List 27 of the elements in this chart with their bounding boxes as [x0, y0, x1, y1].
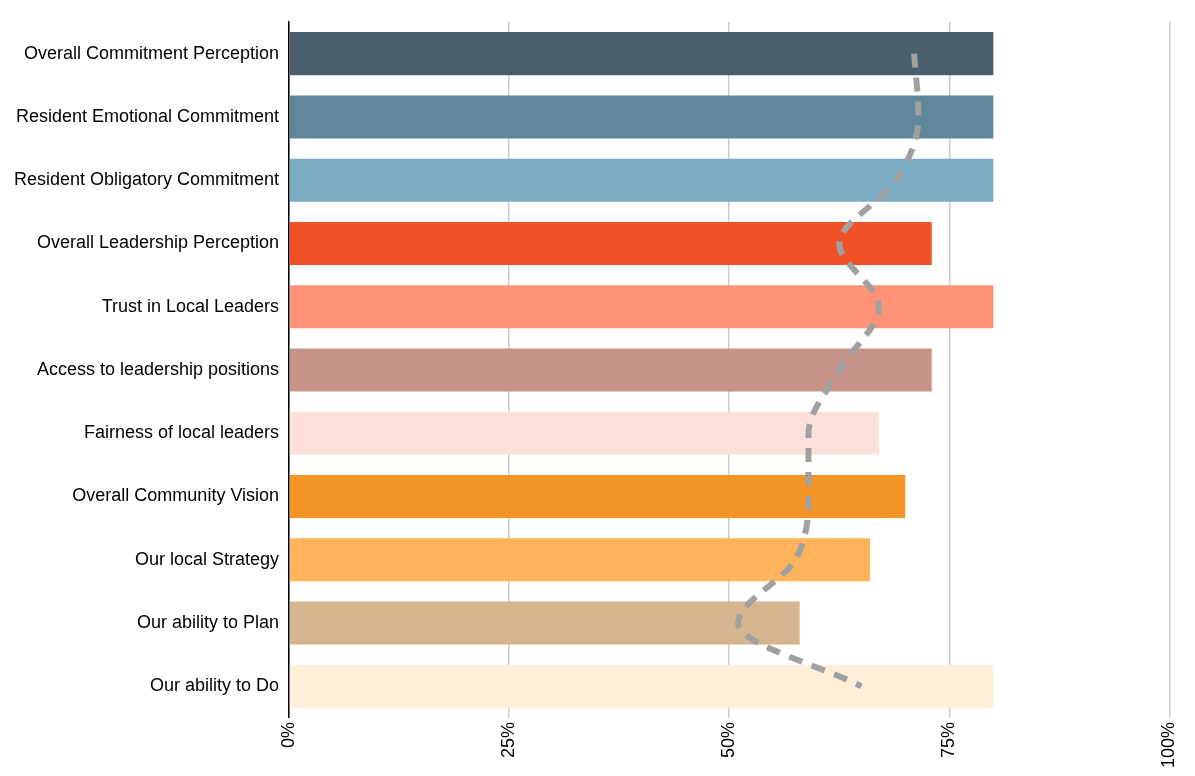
y-tick-label: Our local Strategy [135, 548, 280, 569]
y-tick-label: Overall Commitment Perception [24, 42, 280, 63]
y-tick-label: Our ability to Plan [137, 612, 280, 633]
bar [289, 538, 871, 582]
bar [289, 411, 879, 455]
y-tick-label: Resident Obligatory Commitment [13, 169, 280, 190]
y-tick-label: Access to leadership positions [36, 358, 280, 379]
bar [289, 221, 932, 265]
x-tick-label: 25% [498, 721, 519, 758]
x-tick-label: 0% [278, 721, 299, 748]
bar [289, 348, 932, 392]
y-tick-label: Overall Leadership Perception [36, 232, 280, 253]
y-tick-label: Trust in Local Leaders [101, 295, 280, 316]
y-tick-label: Resident Emotional Commitment [15, 105, 280, 126]
bar [289, 664, 994, 708]
x-tick-label: 75% [938, 721, 959, 758]
bar [289, 285, 994, 329]
y-tick-label: Our ability to Do [150, 675, 280, 696]
y-tick-label: Fairness of local leaders [84, 422, 280, 443]
bar [289, 601, 800, 645]
y-tick-label: Overall Community Vision [72, 485, 280, 506]
bar [289, 32, 994, 76]
bar [289, 158, 994, 202]
x-tick-label: 100% [1158, 721, 1179, 769]
bar [289, 95, 994, 139]
x-tick-label: 50% [718, 721, 739, 758]
bar [289, 475, 906, 519]
